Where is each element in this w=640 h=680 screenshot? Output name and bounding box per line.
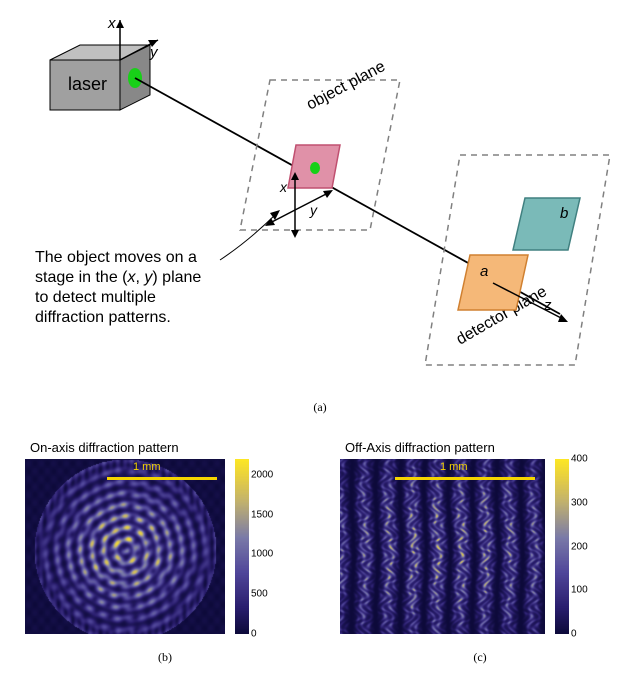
colorbar-c: 0100200300400 — [555, 459, 569, 634]
colorbar-b: 0500100015002000 — [235, 459, 249, 634]
svg-text:x: x — [107, 15, 116, 32]
svg-text:y: y — [149, 44, 159, 61]
svg-text:diffraction patterns.: diffraction patterns. — [35, 309, 171, 326]
svg-text:stage in the (x, y) plane: stage in the (x, y) plane — [35, 269, 201, 286]
panel-b: On-axis diffraction pattern 1 mm 0500100… — [25, 440, 305, 634]
svg-text:a: a — [480, 263, 488, 280]
svg-text:z: z — [543, 297, 552, 314]
object-plane: object plane — [240, 58, 400, 230]
scale-label-b: 1 mm — [133, 461, 161, 473]
panel-c: Off-Axis diffraction pattern 1 mm 010020… — [340, 440, 620, 634]
caption-a: (a) — [0, 400, 640, 415]
laser-label: laser — [68, 74, 107, 94]
on-axis-image: 1 mm — [25, 459, 225, 634]
svg-text:y: y — [309, 202, 318, 218]
panel-b-title: On-axis diffraction pattern — [25, 440, 305, 455]
annotation-text: The object moves on a stage in the (x, y… — [35, 249, 201, 326]
svg-text:to detect multiple: to detect multiple — [35, 289, 156, 306]
svg-text:The object moves on a: The object moves on a — [35, 249, 197, 266]
scale-label-c: 1 mm — [440, 461, 468, 473]
detector-b: b — [513, 198, 580, 250]
scale-bar-c — [395, 477, 535, 480]
off-axis-image: 1 mm — [340, 459, 545, 634]
svg-text:object plane: object plane — [304, 58, 388, 114]
object-sample — [288, 145, 340, 188]
svg-text:b: b — [560, 205, 568, 222]
schematic-panel: laser x y object plane — [20, 10, 620, 380]
caption-c: (c) — [340, 650, 620, 665]
caption-b: (b) — [25, 650, 305, 665]
scale-bar-b — [107, 477, 217, 480]
svg-text:x: x — [279, 179, 288, 195]
detector-a: a — [458, 255, 528, 310]
